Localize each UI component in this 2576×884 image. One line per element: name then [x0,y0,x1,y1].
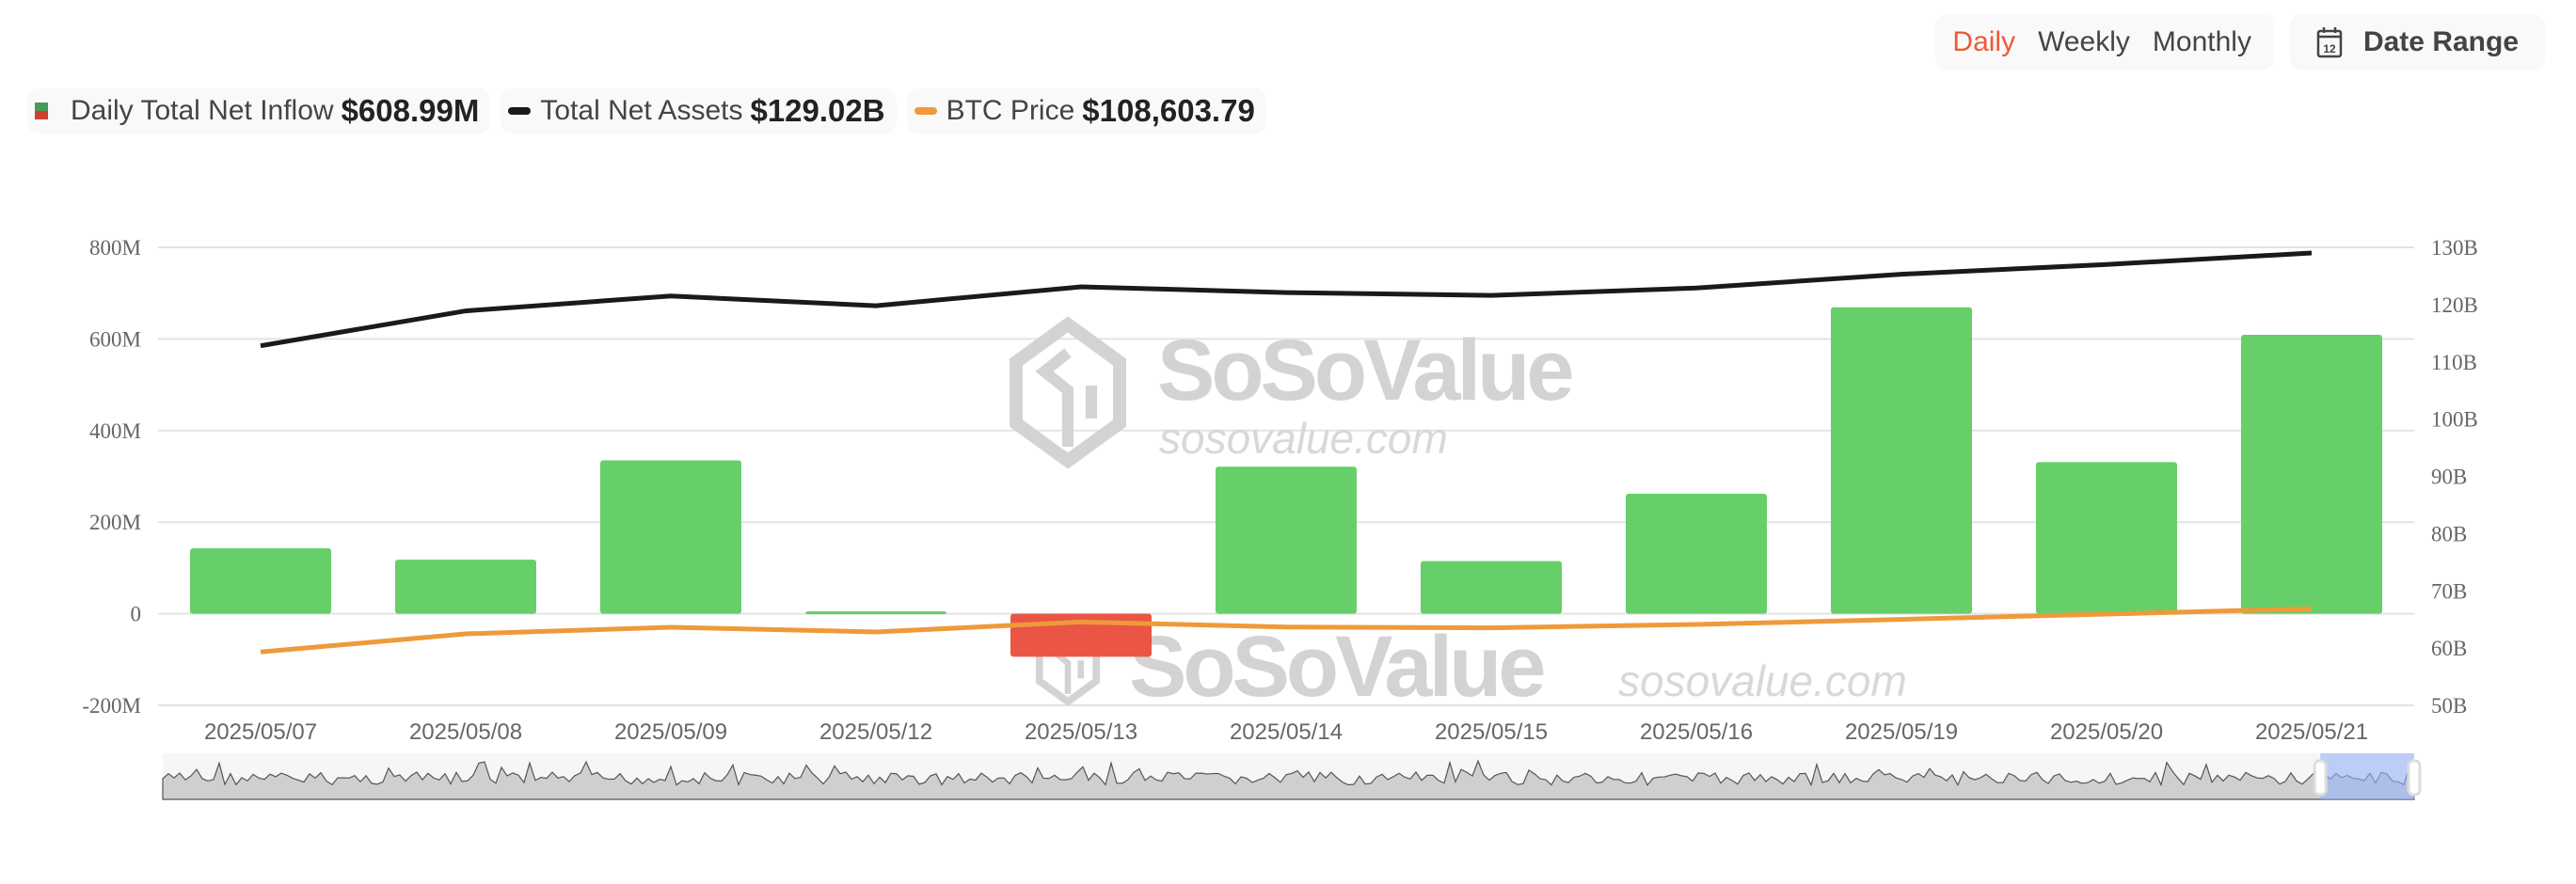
inflow-bar [1216,466,1357,614]
period-toggle: Daily Weekly Monthly [1935,14,2274,70]
right-axis-tick: 130B [2431,236,2478,260]
calendar-icon: 12 [2316,26,2343,57]
x-axis-tick: 2025/05/08 [409,719,522,745]
right-axis-tick: 110B [2431,351,2477,374]
x-axis-tick: 2025/05/12 [819,719,932,745]
inflow-bar [805,611,946,615]
line-swatch-icon [508,107,532,115]
period-monthly-button[interactable]: Monthly [2152,25,2251,57]
navigator-right-handle[interactable] [2407,759,2422,797]
x-axis-tick: 2025/05/21 [2255,719,2368,745]
date-range-label: Date Range [2362,25,2519,57]
navigator-series [162,759,2415,800]
legend-label: BTC Price [946,95,1075,126]
watermark-brand: SoSoValue [1157,323,1572,418]
right-axis-tick: 100B [2431,408,2478,432]
total-net-assets-line [260,250,2313,349]
legend-total-net-assets[interactable]: Total Net Assets $129.02B [501,88,897,134]
x-axis-tick: 2025/05/16 [1640,719,1753,745]
inflow-bar [1421,560,1562,614]
right-axis-tick: 50B [2431,694,2467,718]
legend-value: $608.99M [341,93,480,128]
inflow-bar [2241,335,2382,614]
x-axis-tick: 2025/05/13 [1025,719,1137,745]
watermark-brand: SoSoValue [1129,619,1544,715]
date-range-button[interactable]: 12 Date Range [2289,14,2545,70]
right-axis-tick: 70B [2431,579,2467,603]
left-axis-tick: 400M [89,419,141,443]
left-axis-tick: 600M [89,327,141,351]
x-axis-tick: 2025/05/15 [1435,719,1548,745]
inflow-bar [2036,462,2177,614]
x-axis-tick: 2025/05/07 [204,719,317,745]
inflow-bar [1831,307,1972,614]
watermark-site: sosovalue.com [1618,656,1907,705]
navigator-left-handle[interactable] [2313,759,2328,797]
left-axis-tick: 0 [131,603,142,626]
legend-label: Daily Total Net Inflow [71,95,334,126]
x-axis-tick: 2025/05/09 [614,719,727,745]
right-axis-tick: 120B [2431,293,2478,317]
left-axis-tick: -200M [82,694,141,718]
period-daily-button[interactable]: Daily [1952,25,2016,57]
x-axis-tick: 2025/05/20 [2050,719,2163,745]
right-axis-tick: 90B [2431,466,2467,489]
chart-controls: Daily Weekly Monthly 12 Date Range [1935,14,2545,70]
right-axis-tick: 60B [2431,637,2467,660]
right-axis-tick: 80B [2431,522,2467,545]
inflow-bar [600,460,741,614]
inflow-bar [1626,494,1767,614]
svg-text:12: 12 [2323,42,2336,55]
watermark-site: sosovalue.com [1159,414,1448,463]
x-axis-tick: 2025/05/14 [1230,719,1343,745]
legend-btc-price[interactable]: BTC Price $108,603.79 [906,88,1266,134]
inflow-bar [395,560,536,614]
watermark-logo-icon [1010,316,1126,469]
x-axis-tick: 2025/05/19 [1845,719,1958,745]
inflow-bar [190,547,331,614]
legend-value: $108,603.79 [1082,93,1255,128]
period-weekly-button[interactable]: Weekly [2038,25,2130,57]
legend: Daily Total Net Inflow $608.99M Total Ne… [27,88,1266,134]
btc-price-line [260,606,2313,655]
line-swatch-icon [914,107,937,115]
legend-label: Total Net Assets [540,95,743,126]
left-axis-tick: 800M [89,236,141,260]
legend-value: $129.02B [750,93,885,128]
legend-net-inflow[interactable]: Daily Total Net Inflow $608.99M [27,88,491,134]
left-axis-tick: 200M [89,511,141,534]
bar-swatch-icon [35,103,48,119]
navigator-selection [2320,753,2414,799]
